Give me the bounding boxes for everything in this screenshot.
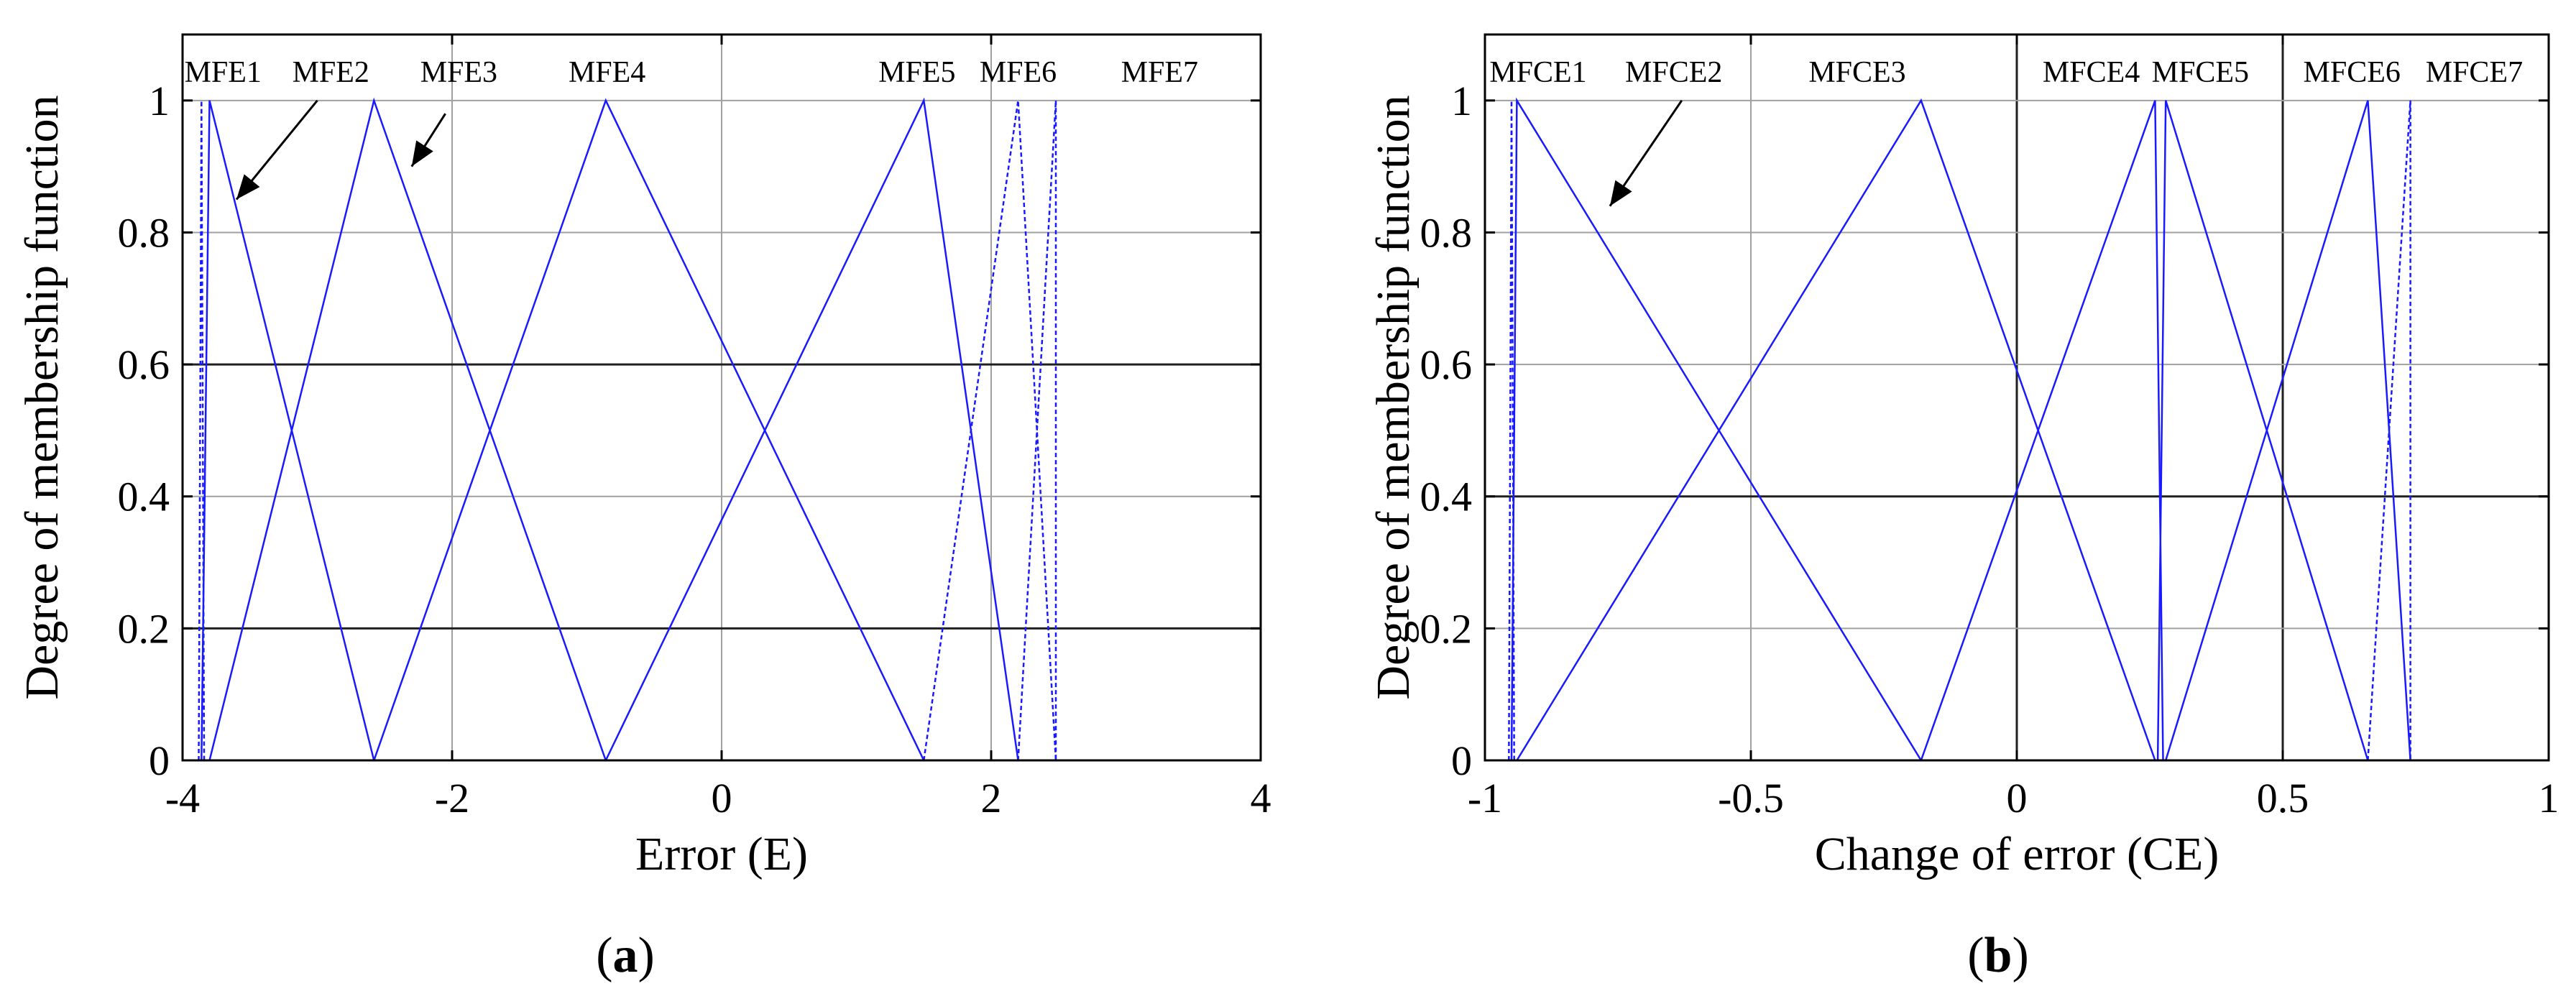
x-tick-label: 1 [2539,775,2559,821]
panel-a: -4 -2 0 2 4 0 0.2 0.4 0.6 0.8 1 MFE1 MFE2 MFE3 MFE4 MFE… [16,33,1271,983]
y-tick-label: 0 [1451,737,1472,784]
y-tick-label: 0.2 [1420,605,1473,652]
mf-label-mfce2: MFCE2 [1625,56,1722,89]
y-tick-label: 0.6 [118,341,170,388]
series-mfe7 [1017,100,1057,761]
series-mfce6 [2165,100,2411,761]
y-tick-label: 0.4 [118,474,170,520]
mf-label-mfce3: MFCE3 [1808,56,1905,89]
mf-label-mfe5: MFE5 [878,56,955,89]
x-tick-label: -0.5 [1718,775,1784,821]
mf-label-mfce4: MFCE4 [2043,56,2140,89]
x-axis-title: Error (E) [635,828,808,880]
mf-label-mfe3: MFE3 [420,56,497,89]
x-tick-label: -1 [1468,775,1502,821]
x-tick-label: 2 [981,775,1002,821]
y-tick-label: 1 [1451,78,1472,124]
x-tick-label: 0.5 [2257,775,2309,821]
series-mfe4 [373,98,925,761]
y-tick-label: 0.8 [118,209,170,256]
series-mfe2 [201,100,375,761]
annotation-arrow-head [411,140,433,167]
series-mfe6 [923,100,1057,761]
series-mfce3 [1516,98,2156,761]
x-tick-label: 4 [1251,775,1271,821]
mf-label-mfce7: MFCE7 [2426,56,2523,89]
series-mfce5 [2156,100,2369,761]
series-mfe1 [198,100,206,761]
series-mfce7 [2367,100,2411,761]
y-tick-label: 0.8 [1420,209,1473,256]
x-tick-label: -4 [165,775,200,821]
series-mfce4 [1920,100,2164,761]
y-tick-label: 0.2 [118,605,170,652]
mf-label-mfce6: MFCE6 [2304,56,2401,89]
series-mfe3 [208,97,607,761]
x-tick-label: 0 [2007,775,2028,821]
y-tick-label: 0.6 [1420,341,1473,388]
annotation-arrow-head [1609,180,1632,206]
x-tick-label: -2 [435,775,469,821]
panel-label: (b) [1967,928,2029,983]
panel-b: -1 -0.5 0 0.5 1 0 0.2 0.4 0.6 0.8 1 MFCE1 MFCE2 MFCE3… [1367,33,2559,983]
mf-label-mfce5: MFCE5 [2152,56,2249,89]
y-tick-label: 0.4 [1420,474,1473,520]
y-axis-title: Degree of membership function [16,95,68,699]
annotation-arrow-head [236,174,260,200]
mf-label-mfce1: MFCE1 [1489,56,1586,89]
y-axis-title: Degree of membership function [1367,95,1420,699]
y-tick-label: 1 [149,78,170,124]
panel-label: (a) [596,928,655,983]
mf-label-mfe7: MFE7 [1121,56,1198,89]
series-mfce2 [1510,97,1922,761]
mf-label-mfe4: MFE4 [569,56,645,89]
x-axis-title: Change of error (CE) [1815,828,2220,880]
mf-label-mfe2: MFE2 [293,56,369,89]
x-tick-label: 0 [712,775,732,821]
series-mfe5 [604,97,1019,761]
mf-label-mfe1: MFE1 [185,56,262,89]
y-tick-label: 0 [149,737,170,784]
mf-label-mfe6: MFE6 [980,56,1057,89]
